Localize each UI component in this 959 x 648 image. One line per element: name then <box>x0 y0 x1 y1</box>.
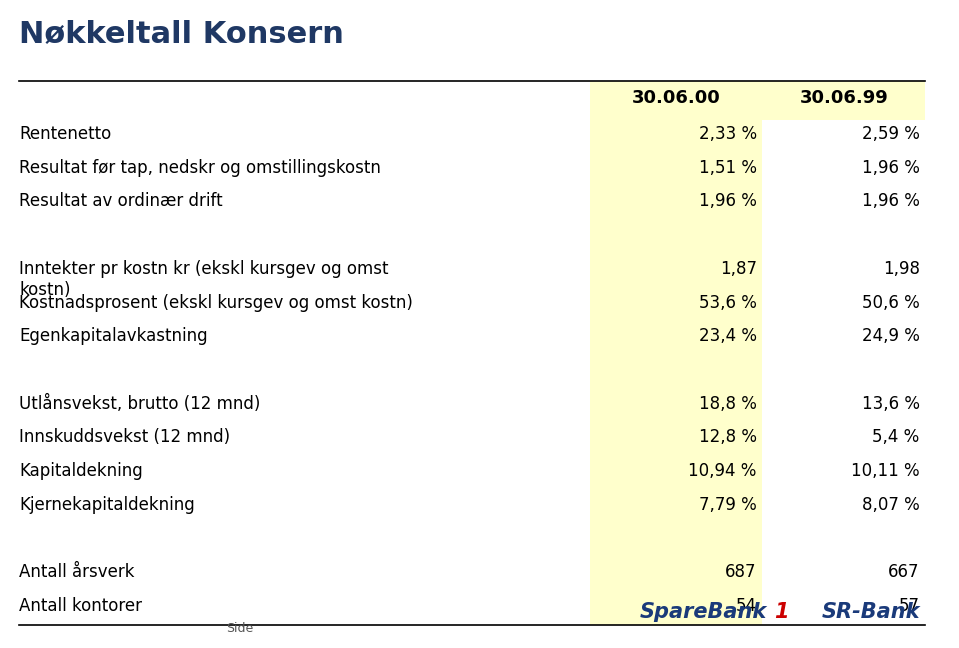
Text: 1: 1 <box>774 602 789 622</box>
Bar <box>762 120 925 154</box>
Text: 1,98: 1,98 <box>882 260 920 278</box>
Text: Utlånsvekst, brutto (12 mnd): Utlånsvekst, brutto (12 mnd) <box>19 395 261 413</box>
Text: 667: 667 <box>888 563 920 581</box>
Text: Nøkkeltall Konsern: Nøkkeltall Konsern <box>19 19 344 49</box>
Bar <box>590 356 762 389</box>
Text: 1,96 %: 1,96 % <box>699 192 757 211</box>
Text: Kostnadsprosent (ekskl kursgev og omst kostn): Kostnadsprosent (ekskl kursgev og omst k… <box>19 294 413 312</box>
Text: Innskuddsvekst (12 mnd): Innskuddsvekst (12 mnd) <box>19 428 230 446</box>
Text: 12,8 %: 12,8 % <box>699 428 757 446</box>
Bar <box>590 457 762 491</box>
Text: Side: Side <box>226 622 253 635</box>
Text: SR-Bank: SR-Bank <box>822 602 921 622</box>
Text: 10,11 %: 10,11 % <box>851 462 920 480</box>
Text: 23,4 %: 23,4 % <box>699 327 757 345</box>
Text: 1,96 %: 1,96 % <box>862 159 920 177</box>
Text: Kjernekapitaldekning: Kjernekapitaldekning <box>19 496 195 514</box>
Bar <box>590 491 762 524</box>
Text: SpareBank: SpareBank <box>640 602 767 622</box>
Bar <box>762 322 925 356</box>
Text: Resultat av ordinær drift: Resultat av ordinær drift <box>19 192 222 211</box>
Bar <box>762 524 925 558</box>
Text: 5,4 %: 5,4 % <box>873 428 920 446</box>
Text: 54: 54 <box>736 597 757 615</box>
Text: 1,51 %: 1,51 % <box>699 159 757 177</box>
Bar <box>590 389 762 423</box>
Text: Resultat før tap, nedskr og omstillingskostn: Resultat før tap, nedskr og omstillingsk… <box>19 159 381 177</box>
Text: 30.06.00: 30.06.00 <box>632 89 720 107</box>
Bar <box>762 255 925 288</box>
Bar <box>762 592 925 625</box>
Text: Antall kontorer: Antall kontorer <box>19 597 142 615</box>
Bar <box>590 524 762 558</box>
Text: 18,8 %: 18,8 % <box>699 395 757 413</box>
Text: Inntekter pr kostn kr (ekskl kursgev og omst
kostn): Inntekter pr kostn kr (ekskl kursgev og … <box>19 260 388 299</box>
Bar <box>762 154 925 187</box>
Bar <box>590 423 762 457</box>
Bar <box>762 187 925 221</box>
Text: 53,6 %: 53,6 % <box>699 294 757 312</box>
Text: 8,07 %: 8,07 % <box>862 496 920 514</box>
Bar <box>590 154 762 187</box>
Text: 50,6 %: 50,6 % <box>862 294 920 312</box>
Text: 2,33 %: 2,33 % <box>698 125 757 143</box>
Bar <box>590 558 762 592</box>
Bar <box>590 221 762 255</box>
Text: 2,59 %: 2,59 % <box>862 125 920 143</box>
Text: 1,96 %: 1,96 % <box>862 192 920 211</box>
Bar <box>590 81 762 123</box>
Bar <box>590 592 762 625</box>
Bar <box>762 389 925 423</box>
Bar <box>590 120 762 154</box>
Text: Kapitaldekning: Kapitaldekning <box>19 462 143 480</box>
Bar <box>590 255 762 288</box>
Text: 13,6 %: 13,6 % <box>862 395 920 413</box>
Text: 24,9 %: 24,9 % <box>862 327 920 345</box>
Text: Egenkapitalavkastning: Egenkapitalavkastning <box>19 327 208 345</box>
Bar <box>762 288 925 322</box>
Text: 10,94 %: 10,94 % <box>689 462 757 480</box>
Bar <box>762 221 925 255</box>
Bar <box>590 288 762 322</box>
Text: 57: 57 <box>899 597 920 615</box>
Bar <box>762 457 925 491</box>
Bar <box>762 81 925 123</box>
Text: 1,87: 1,87 <box>719 260 757 278</box>
Text: 30.06.99: 30.06.99 <box>800 89 888 107</box>
Text: 687: 687 <box>725 563 757 581</box>
Text: 7,79 %: 7,79 % <box>699 496 757 514</box>
Bar <box>590 322 762 356</box>
Bar <box>762 423 925 457</box>
Bar <box>762 356 925 389</box>
Text: Antall årsverk: Antall årsverk <box>19 563 134 581</box>
Bar <box>762 491 925 524</box>
Bar <box>590 187 762 221</box>
Bar <box>762 558 925 592</box>
Text: Rentenetto: Rentenetto <box>19 125 111 143</box>
